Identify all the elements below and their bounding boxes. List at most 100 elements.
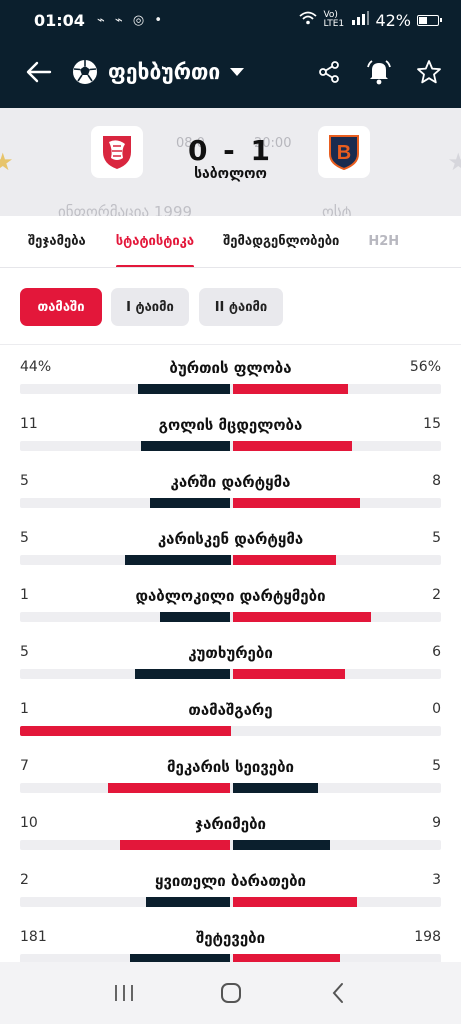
app-bar: ფეხბურთი xyxy=(0,48,461,96)
status-right: Vo) LTE1 42% xyxy=(299,10,442,30)
stat-row: 1 თამაშგარე 0 xyxy=(0,687,461,744)
notification-icons: ⌁ ⌁ ◎ • xyxy=(96,12,165,28)
match-date: 08.0 xyxy=(176,136,205,151)
stat-home-value: 5 xyxy=(20,644,29,660)
match-time: 20:00 xyxy=(254,136,292,151)
match-status: საბოლოო xyxy=(194,166,267,182)
app-actions xyxy=(315,58,443,86)
stat-bar-track xyxy=(20,726,441,736)
stat-bar-away xyxy=(232,612,371,622)
soccer-ball-icon xyxy=(72,59,98,85)
stat-label: ჯარიმები xyxy=(195,815,266,833)
svg-text:B: B xyxy=(337,142,351,164)
stat-label: მეკარის სეივები xyxy=(166,758,295,776)
tab-lineups[interactable]: შემადგენლობები xyxy=(223,234,340,249)
stat-away-value: 3 xyxy=(432,872,441,888)
star-icon[interactable] xyxy=(415,58,443,86)
stat-row: 10 ჯარიმები 9 xyxy=(0,801,461,858)
stat-bar-track xyxy=(20,783,441,793)
stat-away-value: 6 xyxy=(432,644,441,660)
stat-row: 7 მეკარის სეივები 5 xyxy=(0,744,461,801)
stat-row: 181 შეტევები 198 xyxy=(0,915,461,962)
stat-away-value: 8 xyxy=(432,473,441,489)
network-label: Vo) LTE1 xyxy=(323,10,345,29)
stat-home-value: 1 xyxy=(20,587,29,603)
stat-away-value: 5 xyxy=(432,530,441,546)
stat-bar-home xyxy=(146,897,231,907)
stat-home-value: 5 xyxy=(20,530,29,546)
stat-row: 5 კარისკენ დარტყმა 5 xyxy=(0,516,461,573)
stat-bar-away xyxy=(232,954,341,962)
stat-away-value: 0 xyxy=(432,701,441,717)
chevron-down-icon xyxy=(230,68,245,76)
stat-label: კუთხურები xyxy=(188,644,273,662)
filter-first-half[interactable]: I ტაიმი xyxy=(111,288,189,326)
stat-label: კარში დარტყმა xyxy=(170,473,291,491)
stat-bar-track xyxy=(20,954,441,962)
stat-row: 5 კარში დარტყმა 8 xyxy=(0,459,461,516)
signal-icon xyxy=(351,11,370,29)
stat-away-value: 2 xyxy=(432,587,441,603)
stat-bar-home xyxy=(125,555,231,565)
tab-statistics[interactable]: სტატისტიკა xyxy=(115,216,195,267)
stat-bar-home xyxy=(137,384,231,394)
filter-match[interactable]: თამაში xyxy=(20,288,102,326)
stat-bar-track xyxy=(20,669,441,679)
stat-bar-away xyxy=(232,498,361,508)
bell-icon[interactable] xyxy=(365,58,393,86)
system-nav-bar xyxy=(0,962,461,1024)
stat-bar-away xyxy=(232,441,352,451)
stat-bar-away xyxy=(232,840,331,850)
stat-home-value: 5 xyxy=(20,473,29,489)
share-icon[interactable] xyxy=(315,58,343,86)
stat-row: 1 დაბლოკილი დარტყმები 2 xyxy=(0,573,461,630)
stat-bar-track xyxy=(20,612,441,622)
home-team-logo[interactable] xyxy=(91,126,143,178)
filter-second-half[interactable]: II ტაიმი xyxy=(199,288,283,326)
ghost-right-text: ოსტ xyxy=(322,203,352,216)
stat-bar-track xyxy=(20,498,441,508)
back-arrow-icon[interactable] xyxy=(24,57,54,87)
sport-title: ფეხბურთი xyxy=(108,60,221,84)
stat-label: კარისკენ დარტყმა xyxy=(157,530,304,548)
stat-bar-home xyxy=(149,498,231,508)
home-icon[interactable] xyxy=(216,978,246,1008)
stat-label: ბურთის ფლობა xyxy=(169,359,292,377)
match-header: ★ ★ 08.0 20:00 ინფორმაცია 1999 ოსტ B 0 -… xyxy=(0,108,461,216)
stat-bar-track xyxy=(20,840,441,850)
ghost-left-text: ინფორმაცია 1999 xyxy=(58,203,193,216)
tab-h2h[interactable]: H2H xyxy=(368,234,400,249)
stat-bar-away xyxy=(232,555,336,565)
stat-away-value: 9 xyxy=(432,815,441,831)
stat-home-value: 11 xyxy=(20,416,38,432)
stat-label: ყვითელი ბარათები xyxy=(155,872,306,890)
stat-bar-home xyxy=(119,840,231,850)
match-score: 0 - 1 xyxy=(187,134,274,167)
stat-label: შეტევები xyxy=(195,929,266,947)
back-icon[interactable] xyxy=(323,978,353,1008)
stat-row: 44% ბურთის ფლობა 56% xyxy=(0,345,461,402)
stat-bar-home xyxy=(160,612,231,622)
stat-bar-away xyxy=(232,783,319,793)
top-bar: 01:04 ⌁ ⌁ ◎ • Vo) LTE1 42% ფეხბურთი xyxy=(0,0,461,108)
recents-icon[interactable] xyxy=(109,978,139,1008)
stat-bar-track xyxy=(20,441,441,451)
stats-list: 44% ბურთის ფლობა 56% 11 გოლის მცდელობა 15 5 კარ… xyxy=(0,344,461,962)
stat-bar-away xyxy=(232,384,349,394)
sport-selector[interactable]: ფეხბურთი xyxy=(72,59,245,85)
stat-label: თამაშგარე xyxy=(188,701,273,719)
battery-icon xyxy=(417,14,442,26)
stat-away-value: 198 xyxy=(414,929,441,945)
stat-label: დაბლოკილი დარტყმები xyxy=(135,587,326,605)
away-team-logo[interactable]: B xyxy=(318,126,370,178)
stat-row: 5 კუთხურები 6 xyxy=(0,630,461,687)
favorite-star-right-icon[interactable]: ★ xyxy=(447,148,461,176)
favorite-star-left-icon[interactable]: ★ xyxy=(0,148,14,176)
stat-bar-home xyxy=(134,669,231,679)
stat-bar-home xyxy=(129,954,231,962)
stat-row: 11 გოლის მცდელობა 15 xyxy=(0,402,461,459)
tab-summary[interactable]: შეჯამება xyxy=(28,234,86,249)
stat-home-value: 10 xyxy=(20,815,38,831)
stat-bar-track xyxy=(20,384,441,394)
detail-tabs: შეჯამება სტატისტიკა შემადგენლობები H2H xyxy=(0,216,461,268)
